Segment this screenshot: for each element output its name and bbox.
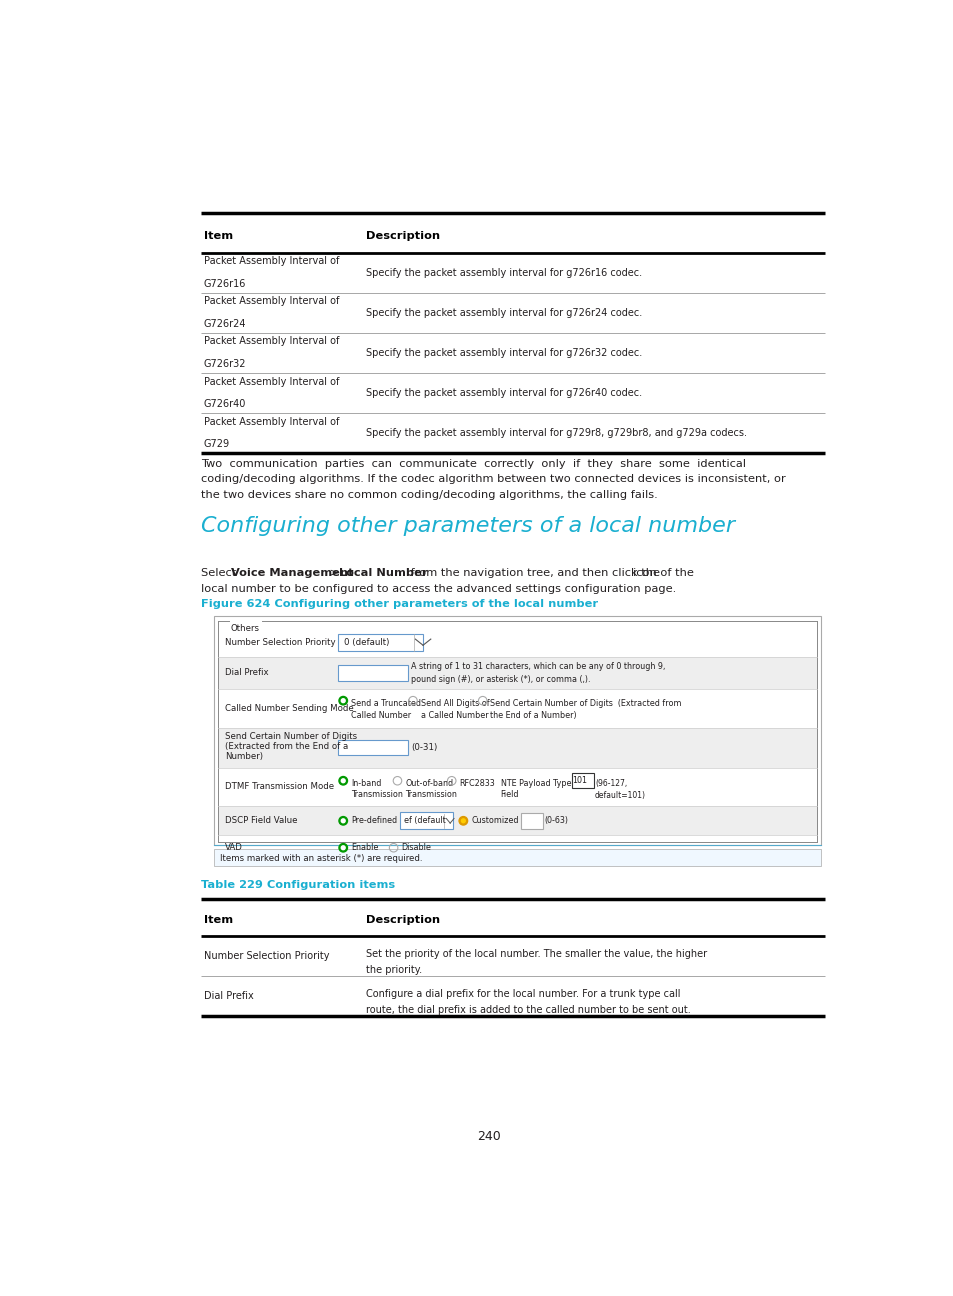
Text: default=101): default=101) [595,791,645,800]
Text: Called Number: Called Number [351,710,411,719]
Circle shape [338,696,347,705]
FancyBboxPatch shape [571,772,593,788]
Circle shape [341,699,345,702]
Text: Specify the packet assembly interval for g726r24 codec.: Specify the packet assembly interval for… [366,307,642,318]
Text: route, the dial prefix is added to the called number to be sent out.: route, the dial prefix is added to the c… [366,1004,691,1015]
Text: Description: Description [366,915,440,925]
Text: 240: 240 [476,1130,500,1143]
Text: Two  communication  parties  can  communicate  correctly  only  if  they  share : Two communication parties can communicat… [200,459,745,469]
Text: from the navigation tree, and then click the: from the navigation tree, and then click… [407,568,659,578]
FancyBboxPatch shape [521,813,542,828]
Text: Disable: Disable [401,844,431,853]
Text: Items marked with an asterisk (*) are required.: Items marked with an asterisk (*) are re… [220,854,422,863]
Text: Out-of-band: Out-of-band [405,779,453,788]
Text: >: > [325,568,342,578]
Text: Number Selection Priority: Number Selection Priority [224,638,335,647]
Text: DSCP Field Value: DSCP Field Value [224,816,296,826]
Text: Transmission: Transmission [405,791,456,800]
Circle shape [338,816,347,826]
Text: Table 229 Configuration items: Table 229 Configuration items [200,880,395,890]
Text: In-band: In-band [351,779,381,788]
Text: Pre-defined: Pre-defined [351,816,396,826]
Text: Specify the packet assembly interval for g726r16 codec.: Specify the packet assembly interval for… [366,267,642,277]
Bar [217,806,816,836]
Text: Packet Assembly Interval of: Packet Assembly Interval of [204,337,338,346]
Circle shape [341,779,345,783]
Text: Number): Number) [224,752,262,761]
Text: G726r16: G726r16 [204,279,246,289]
Text: a Called Number: a Called Number [420,710,488,719]
Text: G726r40: G726r40 [204,399,246,408]
Bar [213,616,820,845]
Text: 101: 101 [572,776,587,785]
Text: RFC2833: RFC2833 [459,779,495,788]
Text: ef (default: ef (default [403,816,445,826]
Text: Send Certain Number of Digits: Send Certain Number of Digits [224,732,356,741]
Circle shape [461,819,465,823]
Text: Set the priority of the local number. The smaller the value, the higher: Set the priority of the local number. Th… [366,950,707,959]
Text: Configure a dial prefix for the local number. For a trunk type call: Configure a dial prefix for the local nu… [366,989,680,999]
Text: Packet Assembly Interval of: Packet Assembly Interval of [204,416,338,426]
Text: Specify the packet assembly interval for g726r40 codec.: Specify the packet assembly interval for… [366,388,642,398]
Circle shape [338,844,347,851]
Text: Item: Item [204,915,233,925]
Text: Dial Prefix: Dial Prefix [204,991,253,1002]
Text: VAD: VAD [224,844,242,853]
Circle shape [341,846,345,850]
Circle shape [341,819,345,823]
Text: Called Number Sending Mode: Called Number Sending Mode [224,704,353,713]
Text: the End of a Number): the End of a Number) [490,710,577,719]
Bar [217,727,816,767]
Circle shape [338,776,347,785]
Text: Voice Management: Voice Management [231,568,353,578]
Text: Packet Assembly Interval of: Packet Assembly Interval of [204,257,338,267]
Text: Select: Select [200,568,239,578]
FancyBboxPatch shape [337,665,407,680]
Text: local number to be configured to access the advanced settings configuration page: local number to be configured to access … [200,584,675,595]
Text: Transmission: Transmission [351,791,402,800]
Text: Enable: Enable [351,844,378,853]
Text: A string of 1 to 31 characters, which can be any of 0 through 9,: A string of 1 to 31 characters, which ca… [411,662,665,670]
Text: the priority.: the priority. [366,964,422,975]
Text: G729: G729 [204,439,230,448]
Text: (0-31): (0-31) [411,743,437,752]
Text: 0 (default): 0 (default) [344,638,389,647]
Text: DTMF Transmission Mode: DTMF Transmission Mode [224,783,334,792]
Text: Local Number: Local Number [338,568,427,578]
Circle shape [458,816,467,826]
Text: icon of the: icon of the [632,568,693,578]
Text: Packet Assembly Interval of: Packet Assembly Interval of [204,297,338,306]
Text: (0-63): (0-63) [544,816,568,826]
Text: Send Certain Number of Digits  (Extracted from: Send Certain Number of Digits (Extracted… [490,699,681,708]
Bar [213,849,820,866]
Text: pound sign (#), or asterisk (*), or comma (,).: pound sign (#), or asterisk (*), or comm… [411,675,590,684]
Text: Field: Field [500,791,518,800]
Text: Specify the packet assembly interval for g729r8, g729br8, and g729a codecs.: Specify the packet assembly interval for… [366,428,747,438]
Text: G726r32: G726r32 [204,359,246,369]
Text: G726r24: G726r24 [204,319,246,329]
Text: Send a Truncated: Send a Truncated [351,699,420,708]
FancyBboxPatch shape [399,813,452,829]
Text: Description: Description [366,231,440,241]
Text: Dial Prefix: Dial Prefix [224,669,268,678]
Text: Specify the packet assembly interval for g726r32 codec.: Specify the packet assembly interval for… [366,347,642,358]
Text: Customized: Customized [471,816,518,826]
Text: Send All Digits of: Send All Digits of [420,699,489,708]
Bar [217,657,816,689]
Text: Number Selection Priority: Number Selection Priority [204,951,329,962]
Text: Others: Others [231,623,259,632]
Text: Packet Assembly Interval of: Packet Assembly Interval of [204,377,338,386]
Text: NTE Payload Type: NTE Payload Type [500,779,571,788]
FancyBboxPatch shape [337,740,407,756]
Text: the two devices share no common coding/decoding algorithms, the calling fails.: the two devices share no common coding/d… [200,490,657,500]
Text: Figure 624 Configuring other parameters of the local number: Figure 624 Configuring other parameters … [200,599,598,609]
Text: Item: Item [204,231,233,241]
Text: (96-127,: (96-127, [595,779,627,788]
Text: (Extracted from the End of a: (Extracted from the End of a [224,743,348,752]
Text: coding/decoding algorithms. If the codec algorithm between two connected devices: coding/decoding algorithms. If the codec… [200,474,784,485]
Text: Configuring other parameters of a local number: Configuring other parameters of a local … [200,516,734,535]
FancyBboxPatch shape [337,634,422,651]
